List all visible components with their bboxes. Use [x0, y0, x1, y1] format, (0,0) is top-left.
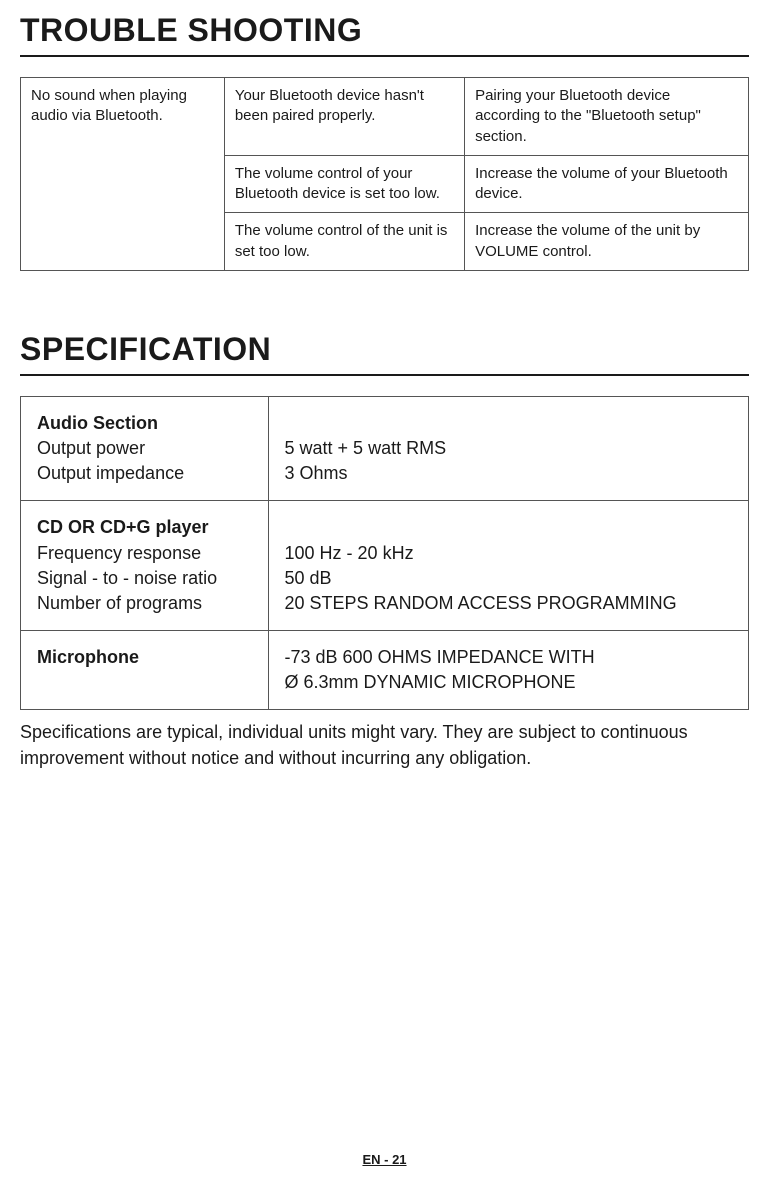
troubleshooting-table: No sound when playing audio via Bluetoot…: [20, 77, 749, 271]
spec-label: Frequency response: [37, 543, 201, 563]
table-row: No sound when playing audio via Bluetoot…: [21, 78, 749, 156]
ts-problem-cell: No sound when playing audio via Bluetoot…: [21, 78, 225, 271]
ts-cause-cell: The volume control of your Bluetooth dev…: [224, 155, 464, 213]
spec-value: 20 STEPS RANDOM ACCESS PROGRAMMING: [285, 593, 677, 613]
spec-label: Number of programs: [37, 593, 202, 613]
heading-specification: SPECIFICATION: [20, 331, 749, 368]
table-row: Audio Section Output power Output impeda…: [21, 396, 749, 501]
ts-fix-cell: Increase the volume of your Bluetooth de…: [465, 155, 749, 213]
spec-value-cell: 5 watt + 5 watt RMS 3 Ohms: [268, 396, 748, 501]
heading-rule: [20, 55, 749, 57]
spec-value: -73 dB 600 OHMS IMPEDANCE WITH: [285, 647, 595, 667]
ts-cause-cell: The volume control of the unit is set to…: [224, 213, 464, 271]
ts-fix-cell: Increase the volume of the unit by VOLUM…: [465, 213, 749, 271]
spec-value-cell: 100 Hz - 20 kHz 50 dB 20 STEPS RANDOM AC…: [268, 501, 748, 631]
spec-label: Output impedance: [37, 463, 184, 483]
spec-value: 5 watt + 5 watt RMS: [285, 438, 447, 458]
spec-value-cell: -73 dB 600 OHMS IMPEDANCE WITH Ø 6.3mm D…: [268, 631, 748, 710]
spec-value: 3 Ohms: [285, 463, 348, 483]
ts-cause-cell: Your Bluetooth device hasn't been paired…: [224, 78, 464, 156]
heading-rule: [20, 374, 749, 376]
page-footer: EN - 21: [0, 1152, 769, 1167]
spec-value: 100 Hz - 20 kHz: [285, 543, 414, 563]
spec-section-title: Audio Section: [37, 413, 158, 433]
spec-value: Ø 6.3mm DYNAMIC MICROPHONE: [285, 672, 576, 692]
spec-section-title: CD OR CD+G player: [37, 517, 209, 537]
spec-label-cell: CD OR CD+G player Frequency response Sig…: [21, 501, 269, 631]
heading-troubleshooting: TROUBLE SHOOTING: [20, 12, 749, 49]
table-row: CD OR CD+G player Frequency response Sig…: [21, 501, 749, 631]
spec-label-cell: Audio Section Output power Output impeda…: [21, 396, 269, 501]
spec-label: Output power: [37, 438, 145, 458]
spec-value: 50 dB: [285, 568, 332, 588]
specification-table: Audio Section Output power Output impeda…: [20, 396, 749, 711]
spec-section-title: Microphone: [37, 647, 139, 667]
spec-label-cell: Microphone: [21, 631, 269, 710]
table-row: Microphone -73 dB 600 OHMS IMPEDANCE WIT…: [21, 631, 749, 710]
spec-label: Signal - to - noise ratio: [37, 568, 217, 588]
ts-fix-cell: Pairing your Bluetooth device according …: [465, 78, 749, 156]
specification-note: Specifications are typical, individual u…: [20, 720, 749, 770]
